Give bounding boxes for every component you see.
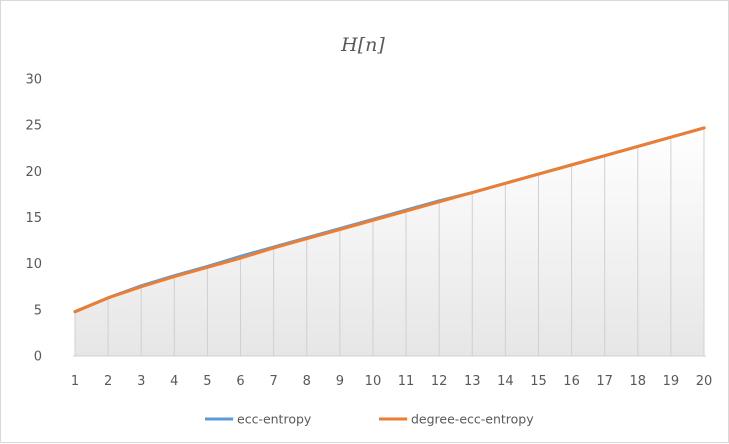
x-tick-label: 20	[696, 374, 713, 389]
legend-label: degree-ecc-entropy	[411, 412, 534, 427]
x-tick-label: 12	[431, 374, 448, 389]
x-tick-label: 19	[663, 374, 680, 389]
x-tick-label: 2	[104, 374, 112, 389]
area-fill	[75, 127, 704, 356]
y-tick-label: 10	[25, 257, 42, 272]
x-tick-label: 15	[530, 374, 547, 389]
x-tick-label: 9	[336, 374, 344, 389]
series-lines	[73, 126, 706, 314]
y-tick-label: 25	[25, 119, 42, 134]
drop-lines	[74, 127, 705, 356]
y-axis-tick-labels: 0 5 10 15 20 25 30	[25, 73, 42, 365]
x-tick-label: 14	[497, 374, 514, 389]
x-tick-label: 8	[303, 374, 311, 389]
x-tick-label: 10	[365, 374, 382, 389]
series-line-degree-ecc-entropy	[73, 126, 706, 314]
x-tick-label: 11	[398, 374, 415, 389]
x-tick-label: 16	[563, 374, 580, 389]
y-tick-label: 15	[25, 211, 42, 226]
y-tick-label: 5	[34, 303, 42, 318]
legend: ecc-entropy degree-ecc-entropy	[205, 412, 534, 427]
y-tick-label: 30	[25, 73, 42, 88]
x-tick-label: 5	[203, 374, 211, 389]
x-axis-tick-labels: 1 2 3 4 5 6 7 8 9 10 11 12 13 14 15 16 17 18 19 20	[71, 374, 712, 389]
area-under-curve	[75, 127, 704, 356]
chart-title: H[n]	[340, 34, 385, 56]
x-tick-label: 3	[137, 374, 145, 389]
y-tick-label: 20	[25, 165, 42, 180]
x-tick-label: 18	[630, 374, 647, 389]
x-tick-label: 7	[269, 374, 277, 389]
y-tick-label: 0	[34, 350, 42, 365]
x-tick-label: 13	[464, 374, 481, 389]
x-tick-label: 1	[71, 374, 79, 389]
x-tick-label: 17	[596, 374, 613, 389]
x-tick-label: 6	[236, 374, 244, 389]
x-tick-label: 4	[170, 374, 178, 389]
legend-label: ecc-entropy	[237, 412, 312, 427]
